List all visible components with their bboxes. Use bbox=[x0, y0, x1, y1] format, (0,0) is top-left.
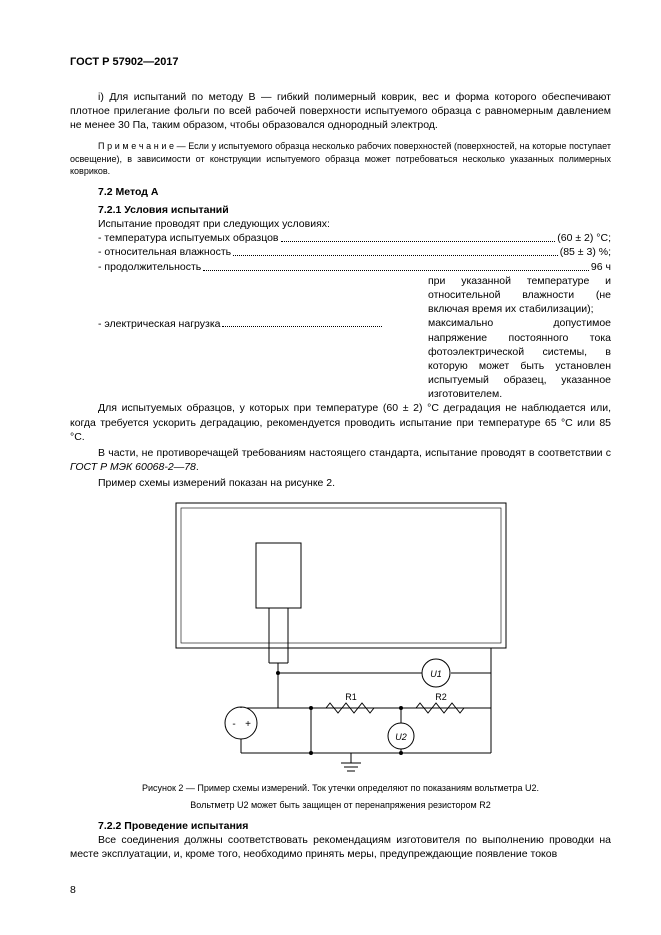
u2-label: U2 bbox=[395, 732, 407, 742]
page-number: 8 bbox=[70, 883, 76, 897]
cond-row-duration: - продолжительность 96 ч bbox=[70, 260, 611, 274]
minus-label: - bbox=[232, 719, 235, 730]
figure-caption-2: Вольтметр U2 может быть защищен от перен… bbox=[70, 799, 611, 811]
para-after-2: В части, не противоречащей требованиям н… bbox=[70, 446, 611, 474]
note: П р и м е ч а н и е — Если у испытуемого… bbox=[70, 140, 611, 176]
text: В части, не противоречащей требованиям н… bbox=[98, 447, 611, 459]
para-i: i) Для испытаний по методу B — гибкий по… bbox=[70, 90, 611, 133]
sec-7-2-1: 7.2.1 Условия испытаний bbox=[70, 203, 611, 217]
cond-continuation: при указанной температуре и относительно… bbox=[428, 274, 611, 317]
cond-label: - продолжительность bbox=[70, 260, 201, 274]
leader-dots bbox=[281, 231, 556, 242]
leader-dots bbox=[203, 260, 589, 271]
plus-label: + bbox=[245, 719, 251, 730]
sec-7-2-2: 7.2.2 Проведение испытания bbox=[70, 819, 611, 833]
cond-row-humidity: - относительная влажность (85 ± 3) %; bbox=[70, 245, 611, 259]
cond-label: - температура испытуемых образцов bbox=[70, 231, 279, 245]
cond-value: максимально допустимое напряжение постоя… bbox=[428, 316, 611, 401]
r1-label: R1 bbox=[345, 692, 357, 702]
leader-dots bbox=[233, 245, 558, 256]
u1-label: U1 bbox=[430, 669, 442, 679]
cond-value: (60 ± 2) °C; bbox=[557, 231, 611, 245]
figure-caption-1: Рисунок 2 — Пример схемы измерений. Ток … bbox=[70, 782, 611, 794]
cond-row-load: - электрическая нагрузка максимально доп… bbox=[70, 316, 611, 401]
circuit-diagram: U1 - + R1 R2 U2 bbox=[151, 498, 531, 778]
cond-row-duration-cont: при указанной температуре и относительно… bbox=[70, 274, 611, 317]
doc-header: ГОСТ Р 57902—2017 bbox=[70, 55, 611, 70]
r2-label: R2 bbox=[435, 692, 447, 702]
para-7-2-2: Все соединения должны соответствовать ре… bbox=[70, 833, 611, 861]
sec-7-2: 7.2 Метод A bbox=[70, 185, 611, 199]
ref-standard: ГОСТ Р МЭК 60068-2—78 bbox=[70, 461, 196, 473]
para-after-1: Для испытуемых образцов, у которых при т… bbox=[70, 401, 611, 444]
cond-label: - относительная влажность bbox=[70, 245, 231, 259]
para-after-3: Пример схемы измерений показан на рисунк… bbox=[70, 476, 611, 490]
text: . bbox=[196, 461, 199, 473]
cond-intro: Испытание проводят при следующих условия… bbox=[70, 217, 611, 231]
cond-value: 96 ч bbox=[591, 260, 611, 274]
cond-row-temp: - температура испытуемых образцов (60 ± … bbox=[70, 231, 611, 245]
cond-value: (85 ± 3) %; bbox=[560, 245, 611, 259]
cond-label: - электрическая нагрузка bbox=[98, 318, 220, 330]
